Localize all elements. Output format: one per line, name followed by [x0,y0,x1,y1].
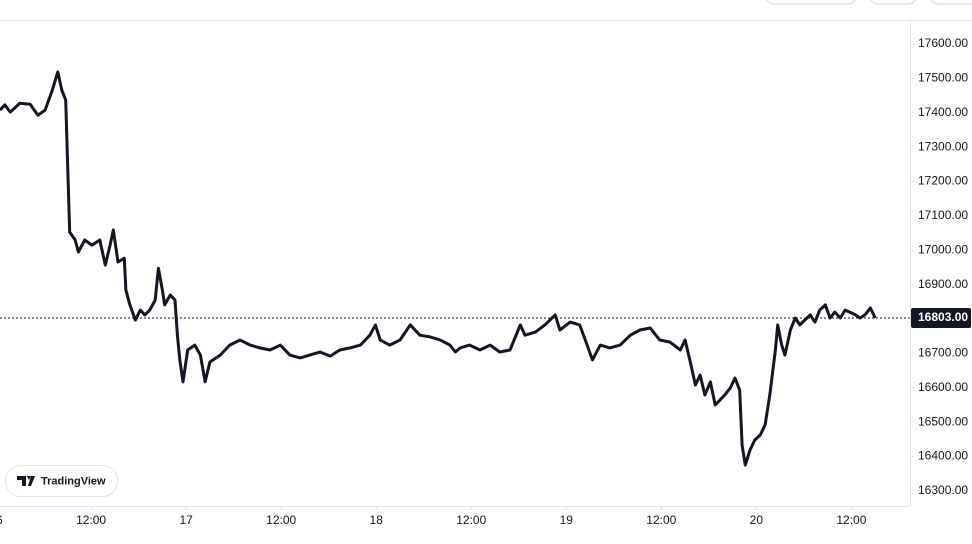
logo-text: TradingView [41,475,106,487]
plot [0,70,910,467]
toolbar-button[interactable] [930,0,972,5]
logo-icon [17,476,35,486]
y-tick-label: 17500.00 [918,71,968,85]
y-tick-label: 17400.00 [918,105,968,119]
y-tick-label: 16500.00 [918,414,968,428]
y-tick-label: 17100.00 [918,208,968,222]
y-tick-label: 16700.00 [918,346,968,360]
x-tick-label: 18 [370,513,384,527]
x-tick-label: 12:00 [836,513,866,527]
x-tick-label: 12:00 [76,513,106,527]
last-price-badge [911,307,971,328]
x-tick-label: 20 [750,513,764,527]
x-tick-label: 12:00 [646,513,676,527]
logo: TradingView [5,465,118,497]
toolbar-button[interactable] [870,0,916,5]
x-tick-label: 16 [0,513,3,527]
last-price-label: 16803.00 [918,310,968,324]
y-tick-label: 17200.00 [918,174,968,188]
axes: 16300.00 16400.00 16500.00 16600.00 16700.00… [0,36,971,527]
y-tick-label: 17000.00 [918,242,968,256]
x-tick-label: 19 [560,513,574,527]
price-line [0,70,877,467]
x-tick-label: 12:00 [266,513,296,527]
y-tick-label: 16400.00 [918,449,968,463]
toolbar-button[interactable] [766,0,856,5]
x-tick-label: 12:00 [456,513,486,527]
y-tick-label: 17300.00 [918,139,968,153]
y-tick-label: 16900.00 [918,277,968,291]
logo-badge [5,465,118,497]
y-tick-label: 16300.00 [918,483,968,497]
x-tick-label: 17 [179,513,193,527]
y-tick-label: 17600.00 [918,36,968,50]
y-tick-label: 16600.00 [918,380,968,394]
